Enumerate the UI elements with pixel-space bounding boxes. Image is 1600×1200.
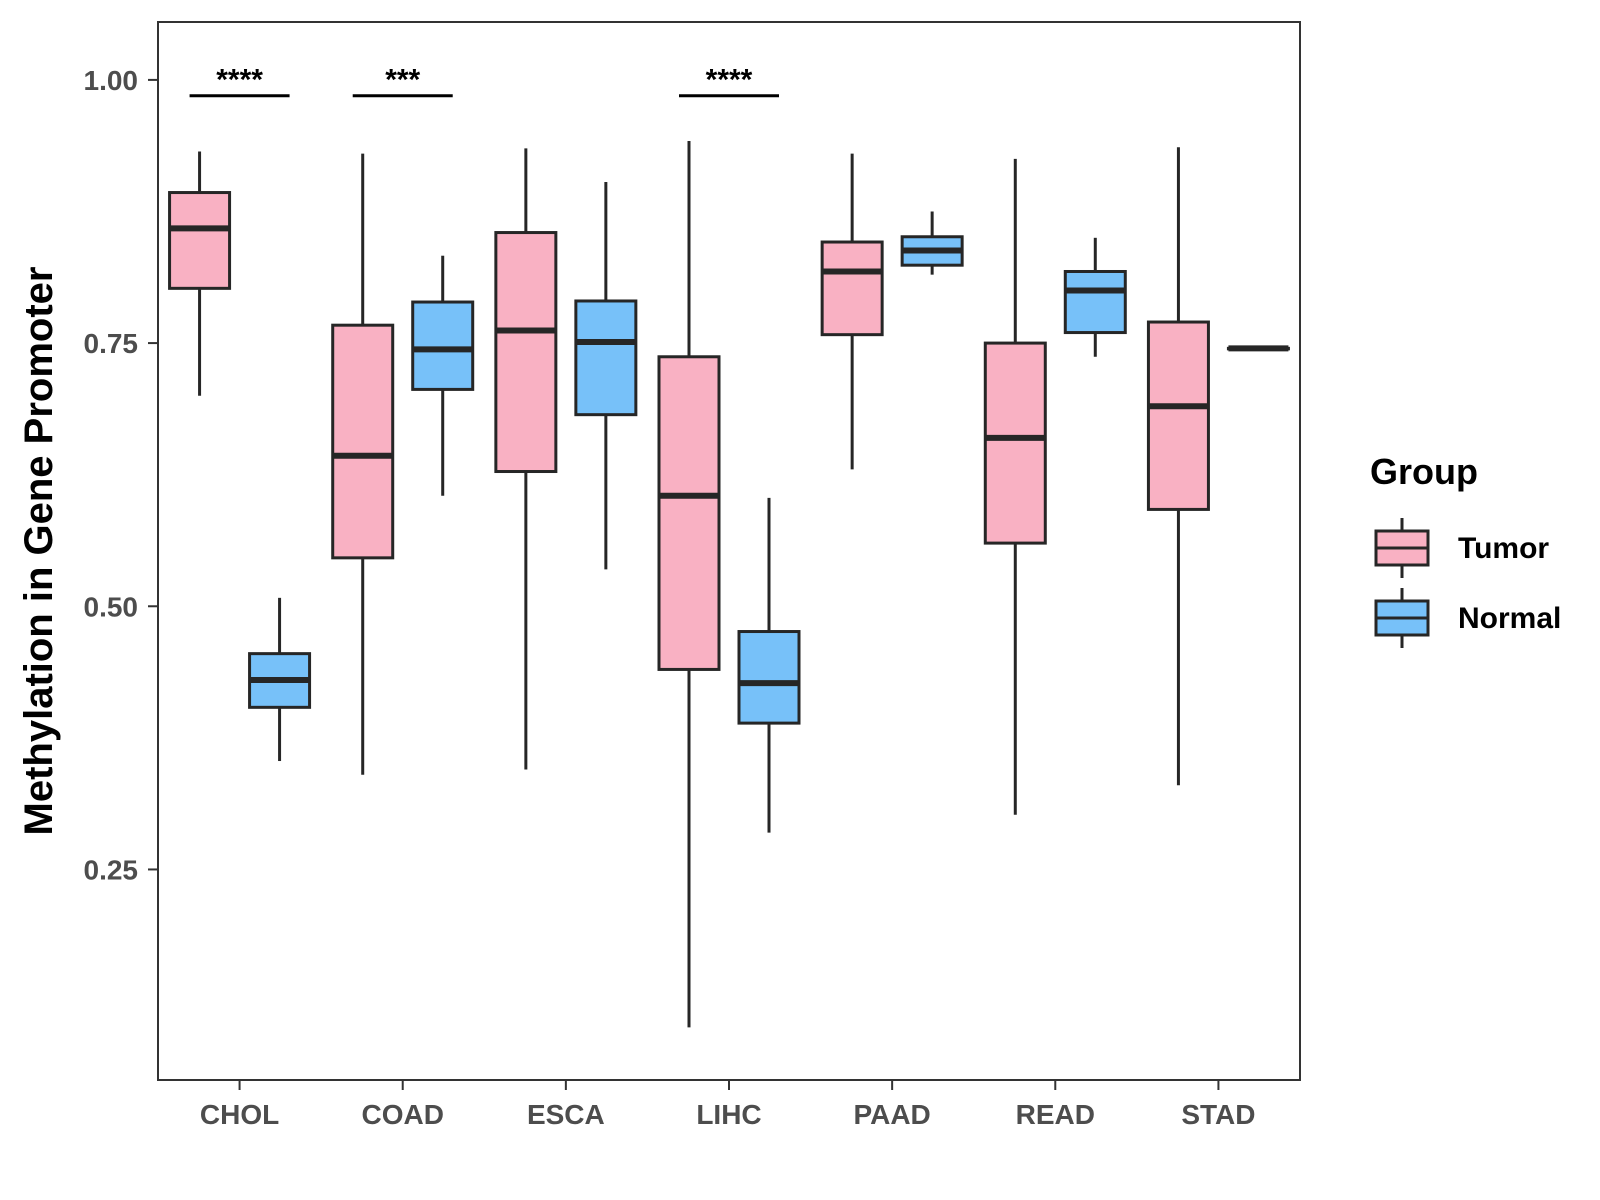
boxes-layer [168,140,1290,1028]
y-axis: 0.25 0.50 0.75 1.00 [84,65,158,885]
box-iqr [574,299,638,417]
box-iqr [737,630,801,725]
box-normal-chol [248,597,312,762]
y-tick-label: 0.25 [84,854,139,885]
box-normal-stad [1226,345,1290,352]
x-axis: CHOL COAD ESCA LIHC PAAD READ STAD [200,1080,1256,1130]
x-tick-label-stad: STAD [1181,1099,1255,1130]
box-tumor-coad [331,153,395,775]
box-iqr [1063,269,1127,335]
legend-label-normal: Normal [1458,602,1561,635]
legend-label-tumor: Tumor [1458,532,1549,565]
box-normal-lihc [737,497,801,833]
legend-title: Group [1370,451,1478,492]
legend: Group Tumor Normal [1370,451,1561,648]
box-iqr [168,191,232,290]
x-tick-label-read: READ [1016,1099,1095,1130]
y-tick-label: 0.75 [84,328,139,359]
y-tick-label: 1.00 [84,65,139,96]
box-iqr [983,341,1047,545]
box-normal-esca [574,182,638,570]
significance-label: **** [216,64,263,97]
x-tick-label-paad: PAAD [854,1099,931,1130]
significance-label: **** [706,64,753,97]
box-tumor-lihc [657,140,721,1028]
box-normal-coad [411,255,475,496]
significance-label: *** [385,64,420,97]
box-tumor-stad [1146,147,1210,786]
box-iqr [820,240,884,337]
box-iqr [411,300,475,391]
box-iqr [331,323,395,560]
x-tick-label-esca: ESCA [527,1099,605,1130]
box-tumor-chol [168,151,232,396]
box-tumor-esca [494,148,558,770]
box-tumor-read [983,158,1047,815]
x-tick-label-lihc: LIHC [696,1099,761,1130]
legend-key-normal [1374,588,1430,648]
box-iqr [1146,320,1210,511]
box-normal-paad [900,211,964,275]
x-tick-label-chol: CHOL [200,1099,279,1130]
legend-key-tumor [1374,518,1430,578]
significance-layer: **** *** **** [189,64,779,98]
plot-panel [157,21,1301,1081]
y-tick-label: 0.50 [84,591,139,622]
box-iqr [494,231,558,474]
y-axis-title: Methylation in Gene Promoter [17,267,61,836]
box-tumor-paad [820,153,884,470]
box-iqr [657,355,721,671]
x-tick-label-coad: COAD [361,1099,443,1130]
box-normal-read [1063,237,1127,357]
